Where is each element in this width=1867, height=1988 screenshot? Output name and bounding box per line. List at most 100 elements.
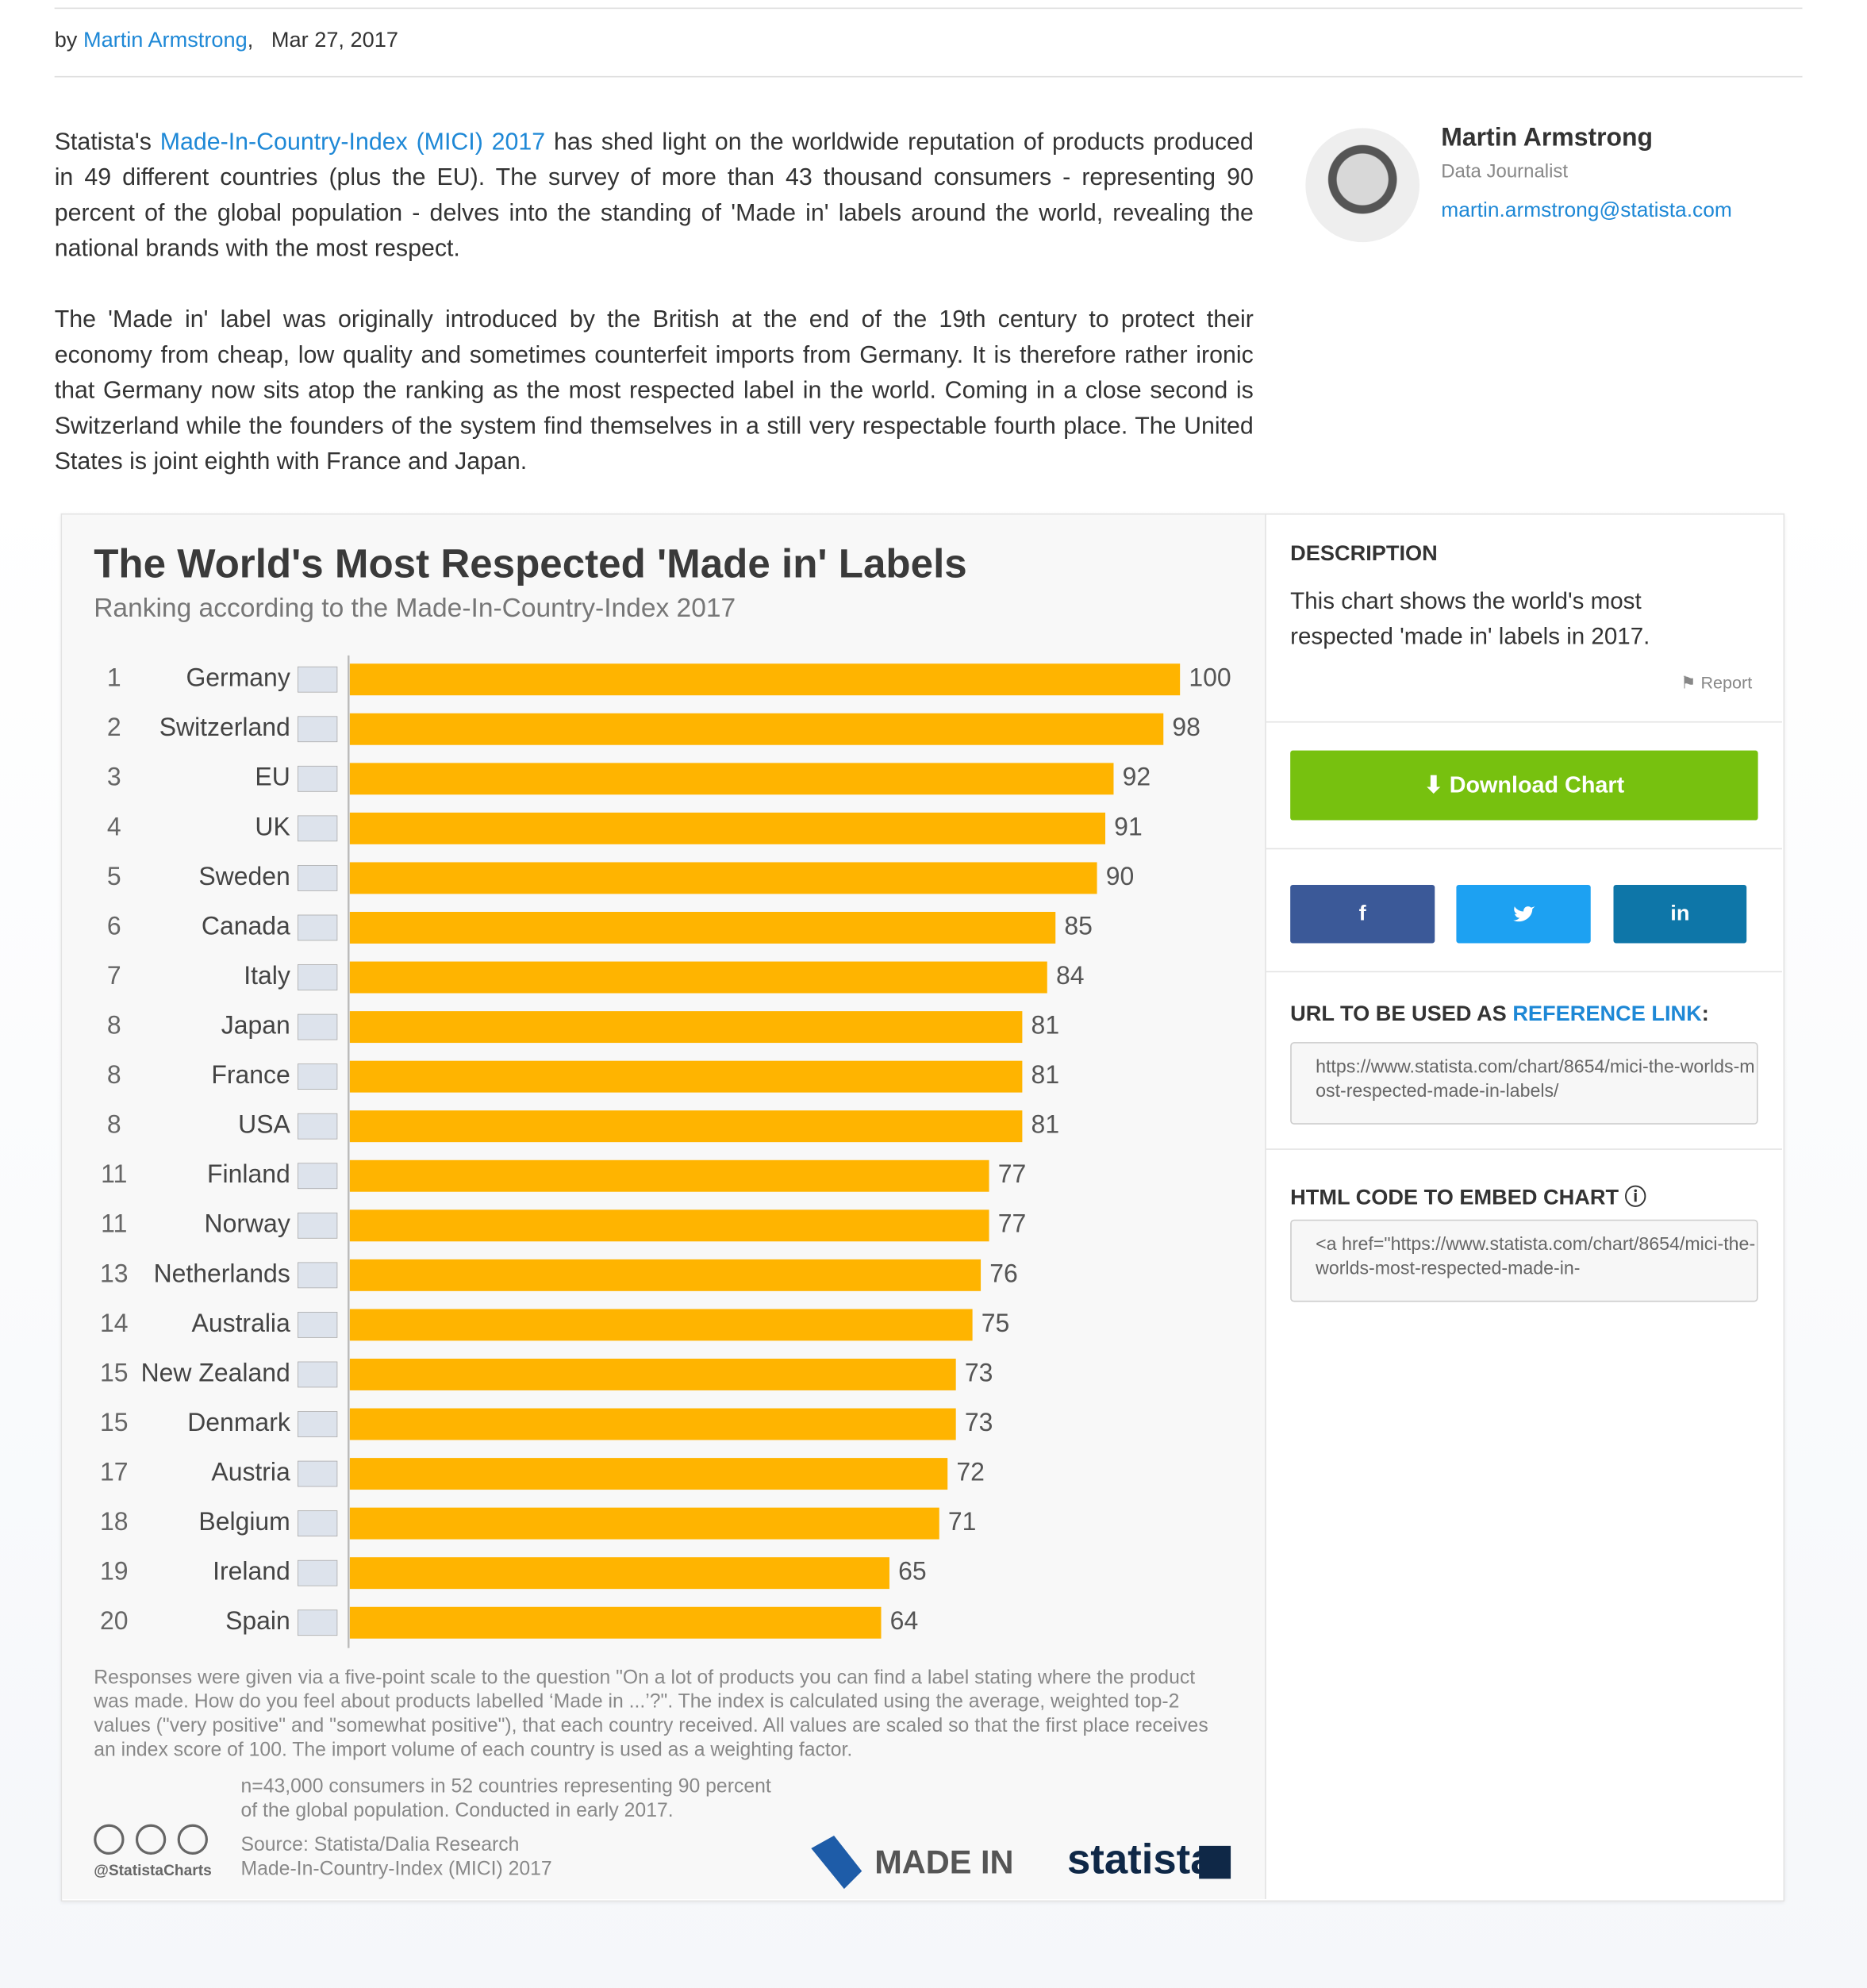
logo-mark (1199, 1845, 1231, 1879)
value-label: 85 (1064, 911, 1093, 940)
byline: by Martin Armstrong, Mar 27, 2017 (54, 28, 398, 52)
report-label[interactable]: Report (1700, 673, 1753, 693)
rank-label: 15 (100, 1408, 129, 1436)
author-email[interactable]: martin.armstrong@statista.com (1441, 198, 1732, 222)
flag (297, 1609, 338, 1636)
category-label: Spain (225, 1606, 290, 1635)
author-link[interactable]: Martin Armstrong (83, 28, 248, 52)
value-label: 72 (956, 1458, 985, 1486)
rank-label: 18 (100, 1507, 129, 1536)
bar (349, 1060, 1023, 1093)
report[interactable]: ⚑ Report (1681, 673, 1753, 693)
rank-label: 15 (100, 1358, 129, 1386)
category-label: France (211, 1060, 290, 1089)
bar (349, 1259, 982, 1291)
value-label: 81 (1031, 1060, 1060, 1089)
text: has shed light on the worldwide reputati… (54, 129, 1254, 263)
date: Mar 27, 2017 (271, 28, 398, 52)
chart-panel (62, 514, 1266, 1899)
facebook-label[interactable]: f (1358, 901, 1366, 926)
rank-label: 11 (101, 1159, 127, 1188)
bar (349, 1557, 889, 1590)
category-label: Japan (221, 1011, 290, 1040)
chart-note: Responses were given via a five-point sc… (94, 1667, 1208, 1761)
chart-title: The World's Most Respected 'Made in' Lab… (94, 541, 966, 586)
divider (1266, 848, 1782, 850)
category-label: New Zealand (141, 1358, 290, 1386)
value-label: 100 (1189, 663, 1231, 692)
rank-label: 7 (107, 961, 121, 990)
flag (297, 914, 338, 941)
flag (297, 716, 338, 743)
flag (297, 1361, 338, 1388)
paragraph: Statista's Made-In-Country-Index (MICI) … (55, 125, 1254, 267)
bar (349, 912, 1056, 944)
flag (297, 1262, 338, 1289)
linkedin-label[interactable]: in (1670, 901, 1690, 926)
value-label: 81 (1031, 1110, 1060, 1139)
download-button[interactable]: ⬇ Download Chart (1290, 750, 1758, 821)
flag (297, 1559, 338, 1586)
value-label: 76 (989, 1259, 1018, 1287)
description-heading: DESCRIPTION (1290, 541, 1438, 566)
cc-icons (94, 1824, 208, 1855)
rank-label: 3 (107, 763, 121, 791)
url-field[interactable]: https://www.statista.com/chart/8654/mici… (1290, 1042, 1758, 1125)
flag (297, 1312, 338, 1338)
facebook-button[interactable]: f (1290, 884, 1435, 944)
flag (297, 1113, 338, 1140)
rank-label: 8 (107, 1060, 121, 1089)
rank-label: 8 (107, 1011, 121, 1040)
logo-tag (811, 1836, 862, 1890)
source-line: Made-In-Country-Index (MICI) 2017 (240, 1858, 552, 1880)
category-label: Canada (202, 911, 290, 940)
chart-source: Source: Statista/Dalia Research Made-In-… (241, 1833, 552, 1882)
download-label[interactable]: Download Chart (1449, 771, 1625, 798)
bar (349, 713, 1164, 745)
bar (349, 1309, 973, 1341)
twitter-icon[interactable] (1512, 905, 1535, 924)
divider (1266, 1148, 1782, 1150)
rank-label: 20 (100, 1606, 129, 1635)
value-label: 71 (948, 1507, 977, 1536)
flag (297, 1411, 338, 1437)
description: This chart shows the world's most respec… (1290, 586, 1650, 649)
value-label: 92 (1123, 763, 1151, 791)
category-label: Germany (186, 663, 290, 692)
bar (349, 1159, 989, 1192)
chart-sample: n=43,000 consumers in 52 countries repre… (240, 1775, 771, 1822)
twitter-button[interactable] (1456, 884, 1591, 944)
linkedin-button[interactable]: in (1613, 884, 1747, 944)
text: Statista's (54, 129, 152, 156)
link[interactable]: REFERENCE LINK (1512, 1001, 1702, 1026)
embed-field[interactable]: <a href="https://www.statista.com/chart/… (1290, 1219, 1758, 1302)
bar (349, 1606, 882, 1639)
bar (349, 1458, 948, 1490)
value-label: 73 (965, 1358, 993, 1386)
flag (297, 1460, 338, 1487)
url-heading: URL TO BE USED AS REFERENCE LINK: (1290, 1002, 1709, 1027)
bar (349, 1408, 956, 1440)
value-label: 64 (890, 1606, 919, 1635)
category-label: Austria (211, 1458, 290, 1486)
text: : (1701, 1001, 1709, 1026)
value-label: 65 (898, 1557, 927, 1586)
category-label: Netherlands (154, 1259, 290, 1287)
rank-label: 5 (107, 862, 121, 890)
link[interactable]: Made-In-Country-Index (MICI) 2017 (159, 129, 546, 156)
rank-label: 17 (100, 1458, 129, 1486)
rank-label: 8 (107, 1110, 121, 1139)
author-name: Martin Armstrong (1441, 124, 1654, 152)
value-label: 77 (998, 1159, 1027, 1188)
value-label: 75 (982, 1309, 1010, 1337)
divider (54, 75, 1803, 78)
category-label: EU (255, 763, 290, 791)
category-label: Sweden (198, 862, 290, 890)
bar (349, 1110, 1023, 1143)
rank-label: 1 (107, 663, 121, 692)
flag (297, 765, 338, 792)
rank-label: 13 (100, 1259, 129, 1287)
category-label: Australia (192, 1309, 290, 1337)
bar (349, 663, 1181, 696)
value-label: 90 (1106, 862, 1135, 890)
